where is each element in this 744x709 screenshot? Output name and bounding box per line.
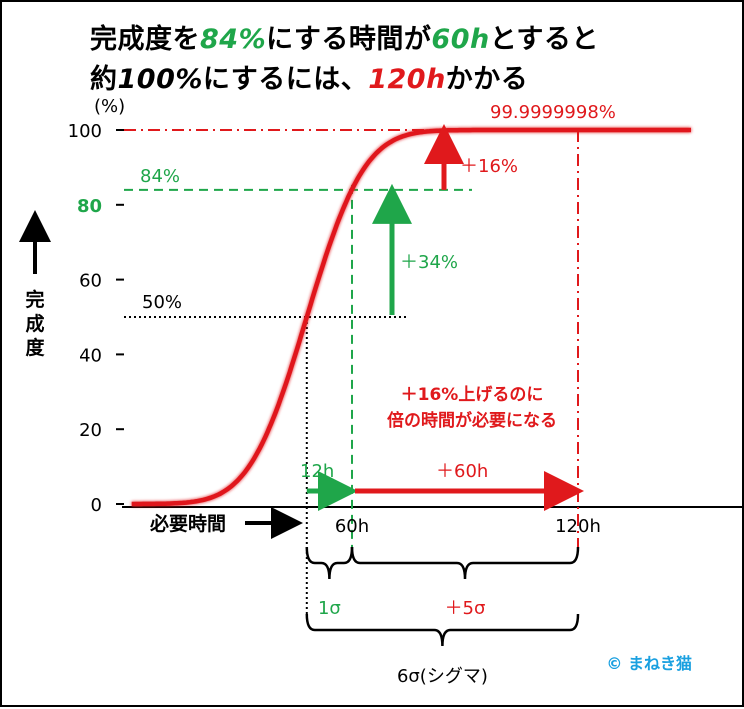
x-axis-label: 必要時間: [149, 512, 226, 535]
title-part: 120h: [368, 64, 446, 95]
label-1-sigma: 1σ: [318, 598, 341, 619]
title-part: 100%: [118, 64, 203, 95]
title-part: 完成度を: [90, 23, 200, 55]
title-part: 約: [90, 63, 118, 95]
title-part: 84%: [200, 24, 266, 55]
completion-curve: [131, 127, 691, 507]
annotation-line-2: 倍の時間が必要になる: [387, 410, 557, 431]
credit-text: © まねき猫: [606, 654, 692, 673]
x-tick-label: 60h: [335, 516, 369, 537]
label-12h: 12h: [300, 461, 334, 482]
y-axis-label-char: 度: [25, 336, 45, 359]
y-axis-label-char: 成: [25, 312, 44, 335]
y-unit-label: (%): [94, 96, 125, 117]
y-tick-label: 80: [77, 196, 102, 217]
title-part: にするには、: [203, 64, 368, 95]
title-line-1: 完成度を84%にする時間が60hとすると: [90, 23, 599, 55]
reference-lines: [124, 129, 582, 614]
y-ticks: 0 20 40 60 80 100: [68, 121, 124, 516]
y-tick-label: 20: [79, 420, 102, 441]
x-tick-label: 120h: [555, 516, 601, 537]
title-line-2: 約100%にするには、120hかかる: [90, 63, 528, 95]
label-5-sigma: ＋5σ: [445, 598, 486, 619]
label-6-sigma: 6σ(シグマ): [397, 666, 488, 687]
label-100: 99.9999998%: [490, 102, 616, 123]
y-tick-label: 40: [79, 345, 102, 366]
y-axis-label-char: 完: [25, 288, 44, 311]
brace-6-sigma: [305, 613, 580, 647]
braces: 1σ ＋5σ 6σ(シグマ): [305, 546, 580, 687]
annotation-line-1: ＋16%上げるのに: [401, 385, 544, 405]
arrows: [306, 124, 584, 511]
y-tick-label: 100: [68, 121, 102, 142]
brace-1-sigma: [305, 546, 354, 580]
title-part: かかる: [446, 64, 529, 95]
label-50: 50%: [142, 292, 182, 313]
label-plus34: ＋34%: [400, 252, 458, 273]
label-plus16: ＋16%: [460, 156, 518, 177]
labels: 50% 84% 99.9999998% ＋34% ＋16% 12h ＋60h ＋16%上げるの…: [140, 102, 616, 482]
y-tick-label: 0: [91, 495, 102, 516]
x-ticks: 60h 120h: [335, 516, 601, 537]
label-84: 84%: [140, 166, 180, 187]
title-part: にする時間が: [266, 23, 431, 55]
title-part: とすると: [490, 24, 599, 55]
y-tick-label: 60: [79, 271, 102, 292]
label-plus60h: ＋60h: [436, 461, 488, 482]
title-part: 60h: [431, 24, 489, 55]
brace-5-sigma: [350, 546, 580, 580]
y-axis-label: 完成度: [25, 288, 45, 359]
